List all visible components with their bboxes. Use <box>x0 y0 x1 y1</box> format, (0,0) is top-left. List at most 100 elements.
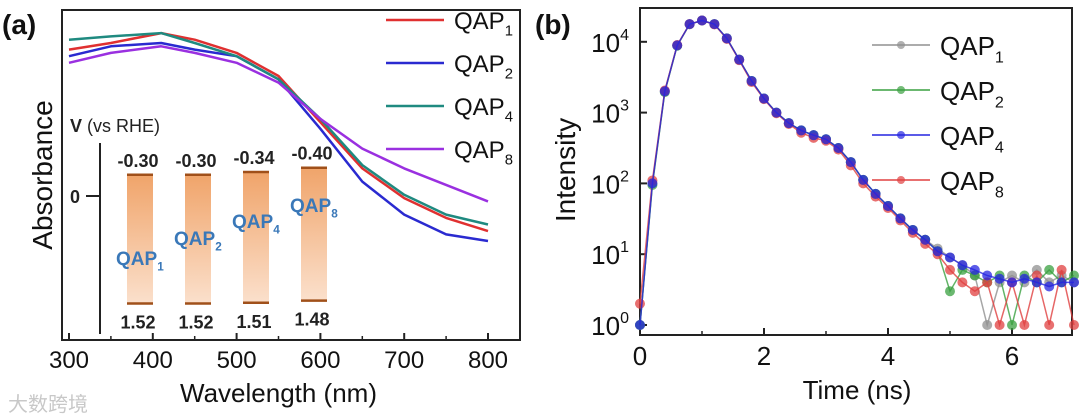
data-point-qap4 <box>709 19 720 30</box>
data-point-qap4 <box>994 273 1005 284</box>
data-point-qap4 <box>883 200 893 211</box>
data-point-qap4 <box>957 260 968 271</box>
legend-marker <box>897 86 905 94</box>
data-point-qap4 <box>771 107 782 118</box>
data-point-qap4 <box>1044 281 1055 292</box>
x-tick-label: 500 <box>217 347 257 374</box>
vb-value: 1.52 <box>120 312 155 332</box>
series-line-qap4 <box>68 31 489 226</box>
legend-marker <box>897 176 905 184</box>
data-point-qap8 <box>994 320 1005 330</box>
data-point-qap4 <box>1031 277 1042 288</box>
x-tick-label: 400 <box>133 347 173 374</box>
data-point-qap4 <box>672 40 683 51</box>
x-tick-label: 700 <box>384 347 424 374</box>
x-tick-label: 600 <box>300 347 340 374</box>
panel-b: (b) 0 2 4 6 100 101 102 103 104 Time (ns) Intensity… <box>535 7 1079 405</box>
data-point-qap4 <box>845 157 856 168</box>
legend-label-qap4: QAP4 <box>940 121 1004 156</box>
data-point-qap8 <box>1056 264 1067 275</box>
y-tick-label: 104 <box>591 27 629 58</box>
panel-label: (a) <box>2 9 36 40</box>
data-point-qap8 <box>635 298 645 309</box>
data-point-qap4 <box>858 174 869 185</box>
x-axis-label: Time (ns) <box>803 375 912 405</box>
y-axis-label: Intensity <box>550 118 581 222</box>
legend-marker <box>897 41 905 49</box>
band-bar-qap1 <box>127 174 153 304</box>
data-point-qap4 <box>746 75 757 86</box>
vb-value: 1.52 <box>178 312 213 332</box>
data-point-qap4 <box>721 33 732 44</box>
plot-frame <box>61 9 521 341</box>
data-point-qap4 <box>1069 277 1079 288</box>
series-line-qap8 <box>68 45 489 203</box>
inset-zero-label: 0 <box>70 187 80 207</box>
data-point-qap4 <box>697 15 707 26</box>
data-point-qap4 <box>1007 277 1017 288</box>
data-point-qap4 <box>920 234 931 245</box>
data-point-qap4 <box>895 213 906 224</box>
data-point-qap2 <box>1069 270 1079 281</box>
data-point-qap4 <box>1056 277 1067 288</box>
data-point-qap4 <box>870 188 881 199</box>
band-bar-qap8 <box>301 167 327 301</box>
data-point-qap2 <box>945 286 955 297</box>
legend-label-qap4: QAP4 <box>454 94 513 126</box>
data-point-qap1 <box>982 320 993 330</box>
legend-label-qap1: QAP1 <box>454 8 513 40</box>
cb-value: -0.40 <box>291 144 332 164</box>
data-point-qap8 <box>982 277 993 288</box>
legend-label-qap1: QAP1 <box>940 31 1004 66</box>
data-point-qap4 <box>796 125 807 136</box>
data-point-qap4 <box>982 270 993 281</box>
data-point-qap8 <box>957 277 968 288</box>
data-point-qap4 <box>783 118 794 129</box>
band-bar-qap2 <box>185 174 211 304</box>
band-label-qap8: QAP8 <box>290 196 338 220</box>
band-bar-qap4 <box>243 171 269 303</box>
x-tick-label: 0 <box>633 341 647 371</box>
legend-label-qap2: QAP2 <box>454 51 513 83</box>
data-point-qap4 <box>635 320 645 330</box>
data-point-qap8 <box>1044 320 1055 330</box>
data-point-qap4 <box>684 19 695 30</box>
band-label-qap1: QAP1 <box>116 249 164 273</box>
data-point-qap4 <box>833 143 844 154</box>
band-label-qap2: QAP2 <box>174 229 222 253</box>
legend-label-qap2: QAP2 <box>940 76 1004 111</box>
watermark: 大数跨境 <box>8 392 88 416</box>
legend-marker <box>897 131 905 139</box>
band-label-qap4: QAP4 <box>232 212 280 236</box>
y-tick-label: 101 <box>591 239 629 270</box>
cb-value: -0.34 <box>233 148 274 168</box>
data-point-qap4 <box>969 264 980 275</box>
x-tick-label: 2 <box>757 341 771 371</box>
vb-value: 1.51 <box>236 312 271 332</box>
cb-value: -0.30 <box>117 151 158 171</box>
data-point-qap4 <box>808 130 819 141</box>
data-point-qap4 <box>734 54 745 65</box>
legend-label-qap8: QAP8 <box>940 166 1004 201</box>
panel-label: (b) <box>535 9 571 40</box>
data-point-qap4 <box>647 178 658 189</box>
data-point-qap8 <box>1019 320 1030 330</box>
data-point-qap2 <box>1044 264 1055 275</box>
data-point-qap4 <box>759 93 769 104</box>
data-point-qap8 <box>1069 320 1079 330</box>
data-point-qap4 <box>907 224 918 235</box>
data-point-qap8 <box>945 264 955 275</box>
data-point-qap4 <box>932 246 943 257</box>
data-point-qap2 <box>1007 320 1017 330</box>
inset-y-label: V (vs RHE) <box>70 116 160 136</box>
y-tick-label: 103 <box>591 98 629 129</box>
y-tick-label: 100 <box>591 310 629 341</box>
cb-value: -0.30 <box>175 151 216 171</box>
x-tick-label: 800 <box>468 347 508 374</box>
plot-frame <box>639 7 1073 336</box>
data-point-qap1 <box>1007 270 1017 281</box>
panel-a: (a) 300 400 500 600 700 800 Wavelength (nm) Abso… <box>2 8 521 408</box>
y-axis-label: Absorbance <box>27 100 58 249</box>
y-tick-label: 102 <box>591 168 629 199</box>
